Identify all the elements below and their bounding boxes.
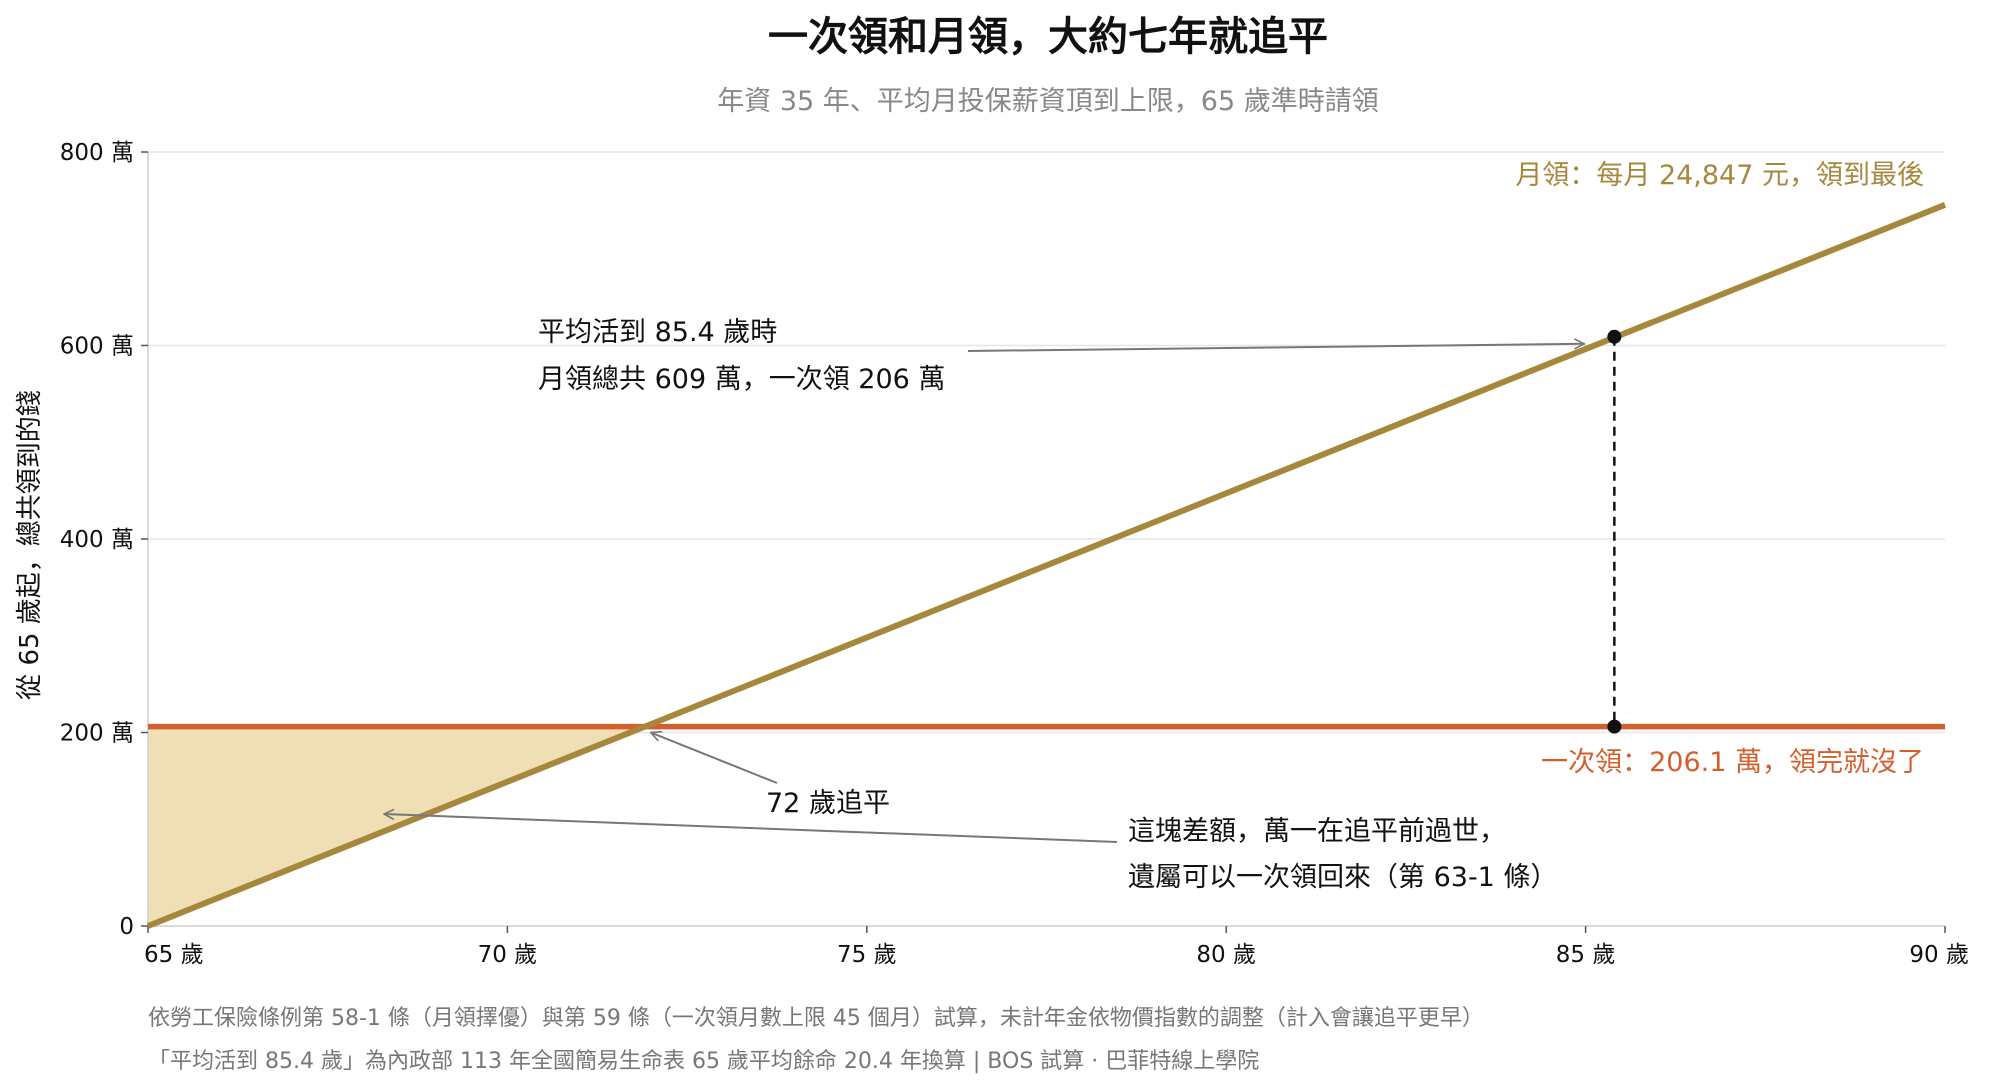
- footnote-2: 「平均活到 85.4 歲」為內政部 113 年全國簡易生命表 65 歲平均餘命 …: [148, 1049, 1259, 1074]
- x-tick-label: 70 歲: [478, 942, 538, 968]
- monthly-series-label: 月領：每月 24,847 元，領到最後: [1515, 160, 1924, 191]
- lump-sum-series-label: 一次領：206.1 萬，領完就沒了: [1541, 747, 1924, 778]
- axes: 0 200 萬 400 萬 600 萬 800 萬 65 歲 70 歲 75 歲 80 歲 85 …: [60, 140, 1969, 968]
- y-tick-label: 400 萬: [60, 527, 134, 553]
- annotation-life-arrow: [967, 344, 1584, 352]
- annotation-gap-line-2: 遺屬可以一次領回來（第 63-1 條）: [1128, 862, 1557, 893]
- annotation-break-even: 72 歲追平: [766, 788, 890, 819]
- chart-subtitle: 年資 35 年、平均月投保薪資頂到上限，65 歲準時請領: [717, 86, 1378, 117]
- grid: [148, 151, 1945, 734]
- x-tick-label: 75 歲: [837, 942, 897, 968]
- annotation-break-even-arrow: [651, 733, 778, 784]
- chart-title: 一次領和月領，大約七年就追平: [768, 14, 1328, 60]
- monthly-line: [146, 202, 1947, 929]
- footnote-1: 依勞工保險條例第 58-1 條（月領擇優）與第 59 條（一次領月數上限 45 …: [148, 1006, 1484, 1031]
- lump-sum-marker: [1607, 719, 1622, 734]
- monthly-marker: [1607, 329, 1622, 344]
- annotation-gap-arrow: [384, 814, 1118, 843]
- y-tick-label: 200 萬: [60, 721, 134, 747]
- annotation-life-line-1: 平均活到 85.4 歲時: [538, 317, 777, 348]
- x-tick-label: 80 歲: [1196, 942, 1256, 968]
- x-tick-label: 85 歲: [1556, 942, 1616, 968]
- annotation-life-line-2: 月領總共 609 萬，一次領 206 萬: [538, 364, 945, 395]
- y-tick-label: 800 萬: [60, 140, 134, 166]
- annotation-gap-line-1: 這塊差額，萬一在追平前過世，: [1128, 816, 1506, 847]
- y-tick-label: 0: [119, 914, 134, 940]
- x-tick-label: 65 歲: [144, 942, 204, 968]
- y-tick-label: 600 萬: [60, 334, 134, 360]
- y-axis-label: 從 65 歲起，總共領到的錢: [15, 390, 45, 700]
- x-tick-label: 90 歲: [1909, 942, 1969, 968]
